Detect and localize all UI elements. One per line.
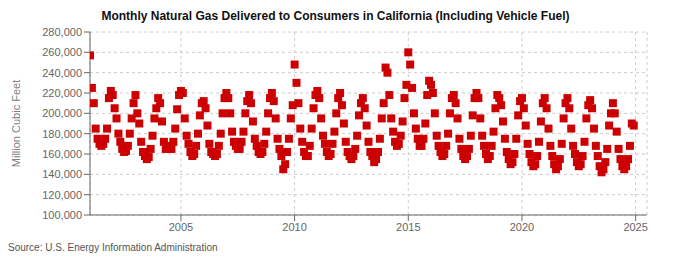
svg-text:2005: 2005 <box>169 221 193 233</box>
svg-text:280,000: 280,000 <box>42 26 82 38</box>
svg-text:240,000: 240,000 <box>42 67 82 79</box>
svg-text:260,000: 260,000 <box>42 46 82 58</box>
svg-text:120,000: 120,000 <box>42 189 82 201</box>
svg-text:2025: 2025 <box>623 221 647 233</box>
svg-text:100,000: 100,000 <box>42 209 82 221</box>
svg-text:160,000: 160,000 <box>42 148 82 160</box>
svg-text:Million Cubic Feet: Million Cubic Feet <box>10 80 22 167</box>
svg-text:220,000: 220,000 <box>42 87 82 99</box>
svg-text:2020: 2020 <box>510 221 534 233</box>
html-text:Monthly Natural Gas Delivered: Monthly Natural Gas Delivered to Consume… <box>101 9 570 23</box>
html-text:Source: U.S. Energy Informatio: Source: U.S. Energy Information Administ… <box>8 242 218 253</box>
svg-text:140,000: 140,000 <box>42 168 82 180</box>
svg-text:200,000: 200,000 <box>42 107 82 119</box>
svg-text:180,000: 180,000 <box>42 128 82 140</box>
svg-text:2010: 2010 <box>282 221 306 233</box>
svg-text:2015: 2015 <box>396 221 420 233</box>
